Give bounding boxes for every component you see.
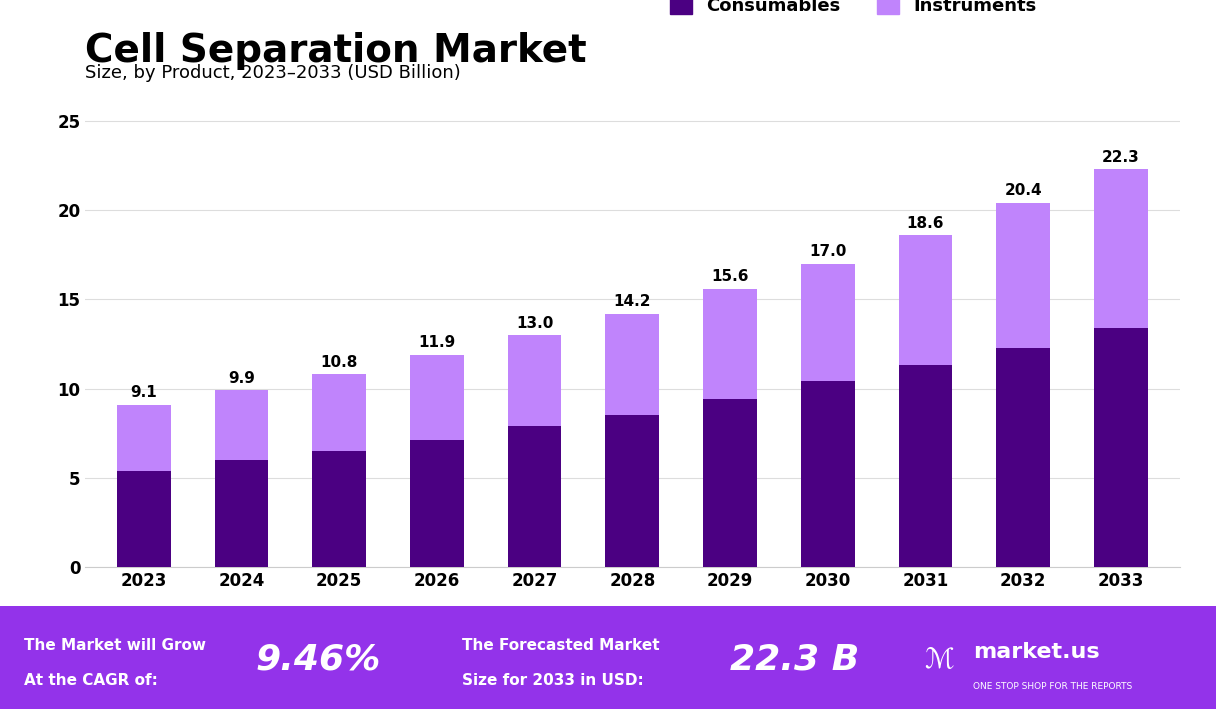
Bar [899, 235, 952, 365]
Legend: Consumables, Instruments: Consumables, Instruments [663, 0, 1043, 22]
Text: 9.1: 9.1 [130, 385, 157, 401]
Bar [313, 451, 366, 567]
Text: 22.3 B: 22.3 B [730, 642, 858, 676]
FancyBboxPatch shape [0, 606, 1216, 709]
Text: Size, by Product, 2023–2033 (USD Billion): Size, by Product, 2023–2033 (USD Billion… [85, 64, 461, 82]
Text: 13.0: 13.0 [516, 316, 553, 330]
Bar [703, 399, 756, 567]
Bar [899, 365, 952, 567]
Bar [801, 381, 855, 567]
Bar [801, 264, 855, 381]
Bar [313, 374, 366, 451]
Bar [410, 440, 463, 567]
Bar [1094, 169, 1148, 328]
Text: 9.46%: 9.46% [255, 642, 381, 676]
Bar [996, 347, 1051, 567]
Text: Cell Separation Market: Cell Separation Market [85, 32, 587, 70]
Bar [508, 426, 562, 567]
Text: ONE STOP SHOP FOR THE REPORTS: ONE STOP SHOP FOR THE REPORTS [973, 682, 1132, 691]
Text: 15.6: 15.6 [711, 269, 749, 284]
Text: 20.4: 20.4 [1004, 184, 1042, 199]
Bar [214, 391, 269, 460]
Text: Size for 2033 in USD:: Size for 2033 in USD: [462, 673, 643, 688]
Text: At the CAGR of:: At the CAGR of: [24, 673, 158, 688]
Text: 17.0: 17.0 [809, 244, 846, 259]
Bar [214, 460, 269, 567]
Bar [1094, 328, 1148, 567]
Bar [117, 405, 170, 471]
Text: 22.3: 22.3 [1102, 150, 1139, 164]
Text: 14.2: 14.2 [614, 294, 651, 309]
Bar [606, 313, 659, 415]
Text: The Forecasted Market: The Forecasted Market [462, 638, 660, 653]
Bar [606, 415, 659, 567]
Bar [410, 354, 463, 440]
Text: 18.6: 18.6 [907, 216, 944, 230]
Text: ℳ: ℳ [924, 646, 953, 674]
Bar [996, 203, 1051, 347]
Text: 11.9: 11.9 [418, 335, 456, 350]
Bar [508, 335, 562, 426]
Text: The Market will Grow: The Market will Grow [24, 638, 207, 653]
Text: 10.8: 10.8 [321, 355, 358, 370]
Text: market.us: market.us [973, 642, 1099, 662]
Bar [703, 289, 756, 399]
Text: 9.9: 9.9 [229, 371, 255, 386]
Bar [117, 471, 170, 567]
